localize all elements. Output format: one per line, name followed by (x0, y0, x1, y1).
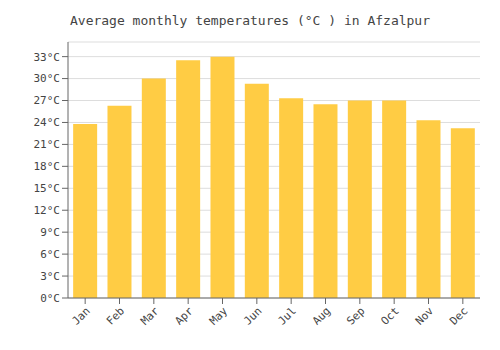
svg-text:Feb: Feb (104, 304, 127, 327)
svg-text:Jun: Jun (241, 304, 264, 327)
svg-text:6°C: 6°C (40, 248, 60, 261)
svg-text:21°C: 21°C (34, 138, 61, 151)
svg-text:Jan: Jan (70, 304, 93, 327)
svg-text:27°C: 27°C (34, 94, 61, 107)
svg-text:15°C: 15°C (34, 182, 61, 195)
svg-text:9°C: 9°C (40, 226, 60, 239)
svg-text:18°C: 18°C (34, 160, 61, 173)
html-text:Average monthly temperatures (: Average monthly temperatures (°C ) in Af… (70, 13, 430, 28)
svg-text:12°C: 12°C (34, 204, 61, 217)
svg-text:3°C: 3°C (40, 270, 60, 283)
svg-text:0°C: 0°C (40, 292, 60, 305)
svg-text:Oct: Oct (379, 304, 402, 327)
svg-text:24°C: 24°C (34, 116, 61, 129)
svg-text:Apr: Apr (173, 304, 197, 328)
svg-text:Sep: Sep (344, 304, 367, 327)
svg-text:30°C: 30°C (34, 72, 61, 85)
svg-text:Jul: Jul (276, 304, 299, 327)
svg-text:Dec: Dec (447, 304, 470, 327)
svg-text:May: May (207, 304, 231, 328)
svg-text:Mar: Mar (138, 304, 162, 328)
svg-text:Nov: Nov (413, 304, 437, 328)
svg-text:33°C: 33°C (34, 51, 61, 64)
svg-text:Aug: Aug (310, 304, 333, 327)
